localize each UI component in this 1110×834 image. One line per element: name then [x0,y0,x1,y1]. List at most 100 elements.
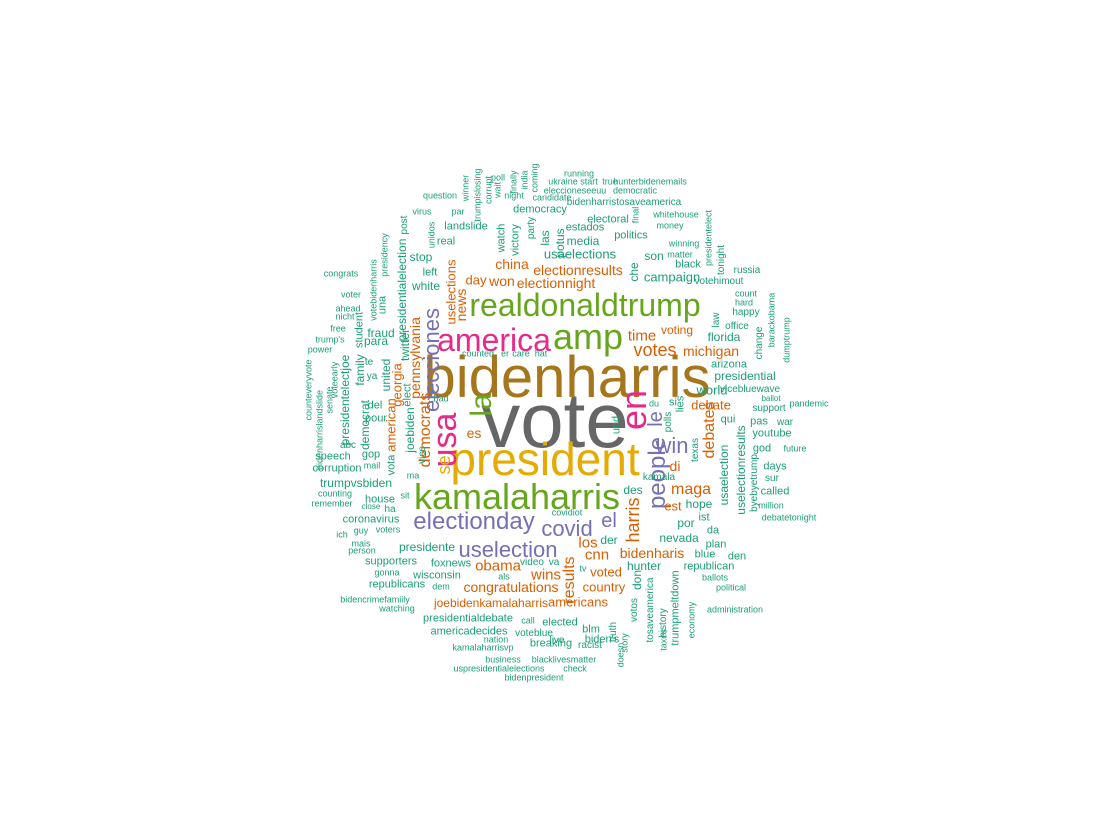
word-plan: plan [705,538,727,551]
word-campaign: campaign [643,269,701,285]
word-bidenharristosaveamerica: bidenharristosaveamerica [566,197,682,208]
word-lies: lies [674,395,687,413]
word-congrats: congrats [323,268,359,279]
word-voted: voted [590,564,622,580]
word-white: white [411,279,441,293]
word-pour: pour [364,412,388,425]
word-won: won [489,273,515,289]
word-count: count [734,288,758,299]
word-blue: blue [694,548,716,561]
word-te: te [364,357,374,368]
word-happy: happy [732,307,760,318]
word-landslide: landslide [444,220,488,233]
word-racist: racist [578,640,602,651]
word-united: united [379,358,393,392]
word-elect: elect [401,383,414,407]
word-change: change [754,326,765,360]
word-coronavirus: coronavirus [342,513,400,526]
word-video: video [520,557,544,568]
word-virus: virus [412,206,432,217]
word-economy: economy [686,601,697,639]
word-person: person [348,545,376,556]
word-son: son [644,249,664,263]
word-el: el [601,510,617,532]
word-stop: stop [409,250,433,264]
word-qui: qui [720,413,736,426]
word-congratulations: congratulations [463,579,559,595]
word-taxes: taxes [658,629,669,651]
word-los: los [578,534,598,552]
word-als: als [498,571,510,582]
word-wisconsin: wisconsin [413,569,461,582]
word-foxnews: foxnews [430,557,472,570]
word-watch: watch [495,223,508,253]
word-trump-s: trump's [315,334,345,345]
word-ukraine: ukraine [548,176,578,187]
word-kamalaharrisvp: kamalaharrisvp [452,642,514,653]
word-hunterbidenemails: hunterbidenemails [613,176,687,187]
word-covidiot: covidiot [551,507,583,518]
word-presidentelect: presidentelect [703,209,714,267]
word-harris: harris [623,497,643,543]
word-power: power [307,344,333,355]
word-uselections: uselections [443,259,459,325]
word-electoral: electoral [587,213,629,226]
word-running: running [563,168,595,179]
word-barackobama: barackobama [766,292,777,348]
word-hunter: hunter [626,559,662,573]
word-finally: finally [508,170,519,194]
word-uselection: uselection [458,537,558,562]
word-media: media [566,234,600,248]
word-speech: speech [315,450,351,463]
word-blacklivesmatter: blacklivesmatter [531,654,597,665]
word-support: support [752,403,786,414]
word-es: es [466,425,482,441]
word-americadecides: americadecides [430,625,508,638]
word-democracy: democracy [513,203,567,216]
word-maga: maga [670,481,712,498]
word-tonight: tonight [716,244,727,276]
word-india: india [519,170,530,190]
word-counteveryvote: counteveryvote [303,359,314,421]
word-presidentialelection: presidentialelection [395,238,409,342]
word-por: por [677,516,695,530]
word-matter: matter [667,249,693,260]
word-uselectionresults: uselectionresults [734,425,748,515]
word-nation: nation [483,634,509,645]
word-question: question [422,190,458,201]
word-votos: votos [629,598,640,622]
word-amp: amp [552,316,624,357]
word-don: don [630,569,644,591]
word-wins: wins [530,566,562,584]
word-business: business [485,654,521,665]
word-political: political [715,582,747,593]
word-pas: pas [750,415,768,428]
word-breaking: breaking [529,637,573,650]
word-family: family [353,354,367,386]
word-god: god [752,442,772,455]
word-est: est [664,498,682,514]
word-supporters: supporters [365,555,417,568]
word-doesn: doesn [615,642,626,668]
word-unidos: unidos [426,221,437,249]
word-final: final [630,206,641,224]
word-real: real [436,235,456,248]
word-whitehouse: whitehouse [653,209,699,220]
word-del: del [367,399,383,412]
word-presidentelectjoe: presidentelectjoe [338,354,352,446]
word-called: called [760,485,790,498]
word-und: und [610,415,623,435]
word-trumpislosing: trumpislosing [472,168,483,222]
word-cnn: cnn [584,546,610,564]
word-ma: ma [406,470,420,481]
word-bidenharris: bidenharris [423,345,711,410]
word-guy: guy [353,525,369,536]
word-democrat: democrat [358,399,372,451]
word-care: care [512,348,530,359]
word-las: las [538,230,552,246]
word-si: si [669,396,677,409]
word-bidencrimefamiily: bidencrimefamiily [340,594,410,605]
word-voter: voter [340,289,362,300]
word-joebiden: joebiden [403,407,417,453]
